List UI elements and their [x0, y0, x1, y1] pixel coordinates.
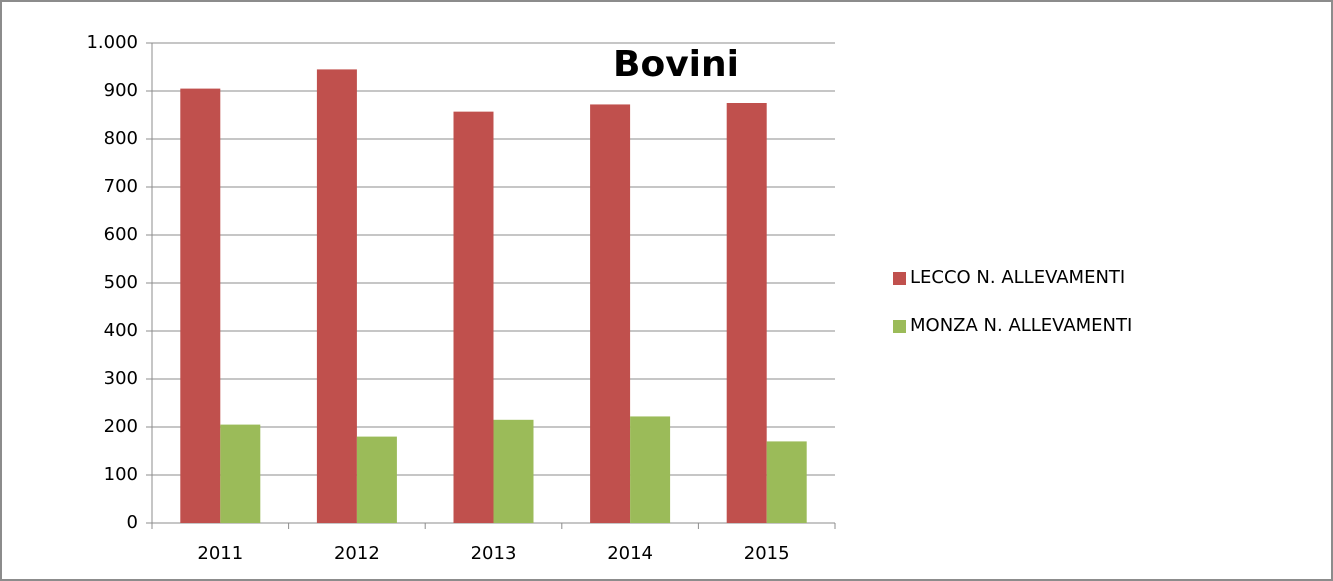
- bar: [453, 111, 494, 523]
- y-tick-label: 600: [104, 224, 138, 245]
- y-tick-label: 900: [104, 80, 138, 101]
- x-tick-label: 2011: [197, 543, 243, 564]
- legend-swatch: [893, 272, 906, 285]
- bar: [726, 103, 767, 523]
- bar: [590, 104, 631, 523]
- bar: [316, 69, 357, 524]
- y-tick-label: 400: [104, 320, 138, 341]
- bar: [180, 88, 221, 523]
- y-tick-label: 100: [104, 464, 138, 485]
- y-tick-label: 700: [104, 176, 138, 197]
- bar: [766, 441, 807, 523]
- x-tick-label: 2012: [334, 543, 380, 564]
- bar: [356, 436, 397, 523]
- legend-label: LECCO N. ALLEVAMENTI: [910, 267, 1125, 288]
- bar: [220, 424, 261, 523]
- chart-title: Bovini: [613, 44, 739, 85]
- y-tick-label: 0: [127, 512, 138, 533]
- y-tick-label: 200: [104, 416, 138, 437]
- x-tick-label: 2014: [607, 543, 653, 564]
- bar: [493, 419, 534, 523]
- bar: [630, 416, 671, 523]
- legend-label: MONZA N. ALLEVAMENTI: [910, 315, 1132, 336]
- y-tick-label: 500: [104, 272, 138, 293]
- y-tick-label: 300: [104, 368, 138, 389]
- legend-swatch: [893, 320, 906, 333]
- x-tick-label: 2013: [471, 543, 517, 564]
- y-tick-label: 800: [104, 128, 138, 149]
- x-tick-label: 2015: [744, 543, 790, 564]
- y-tick-label: 1.000: [86, 32, 138, 53]
